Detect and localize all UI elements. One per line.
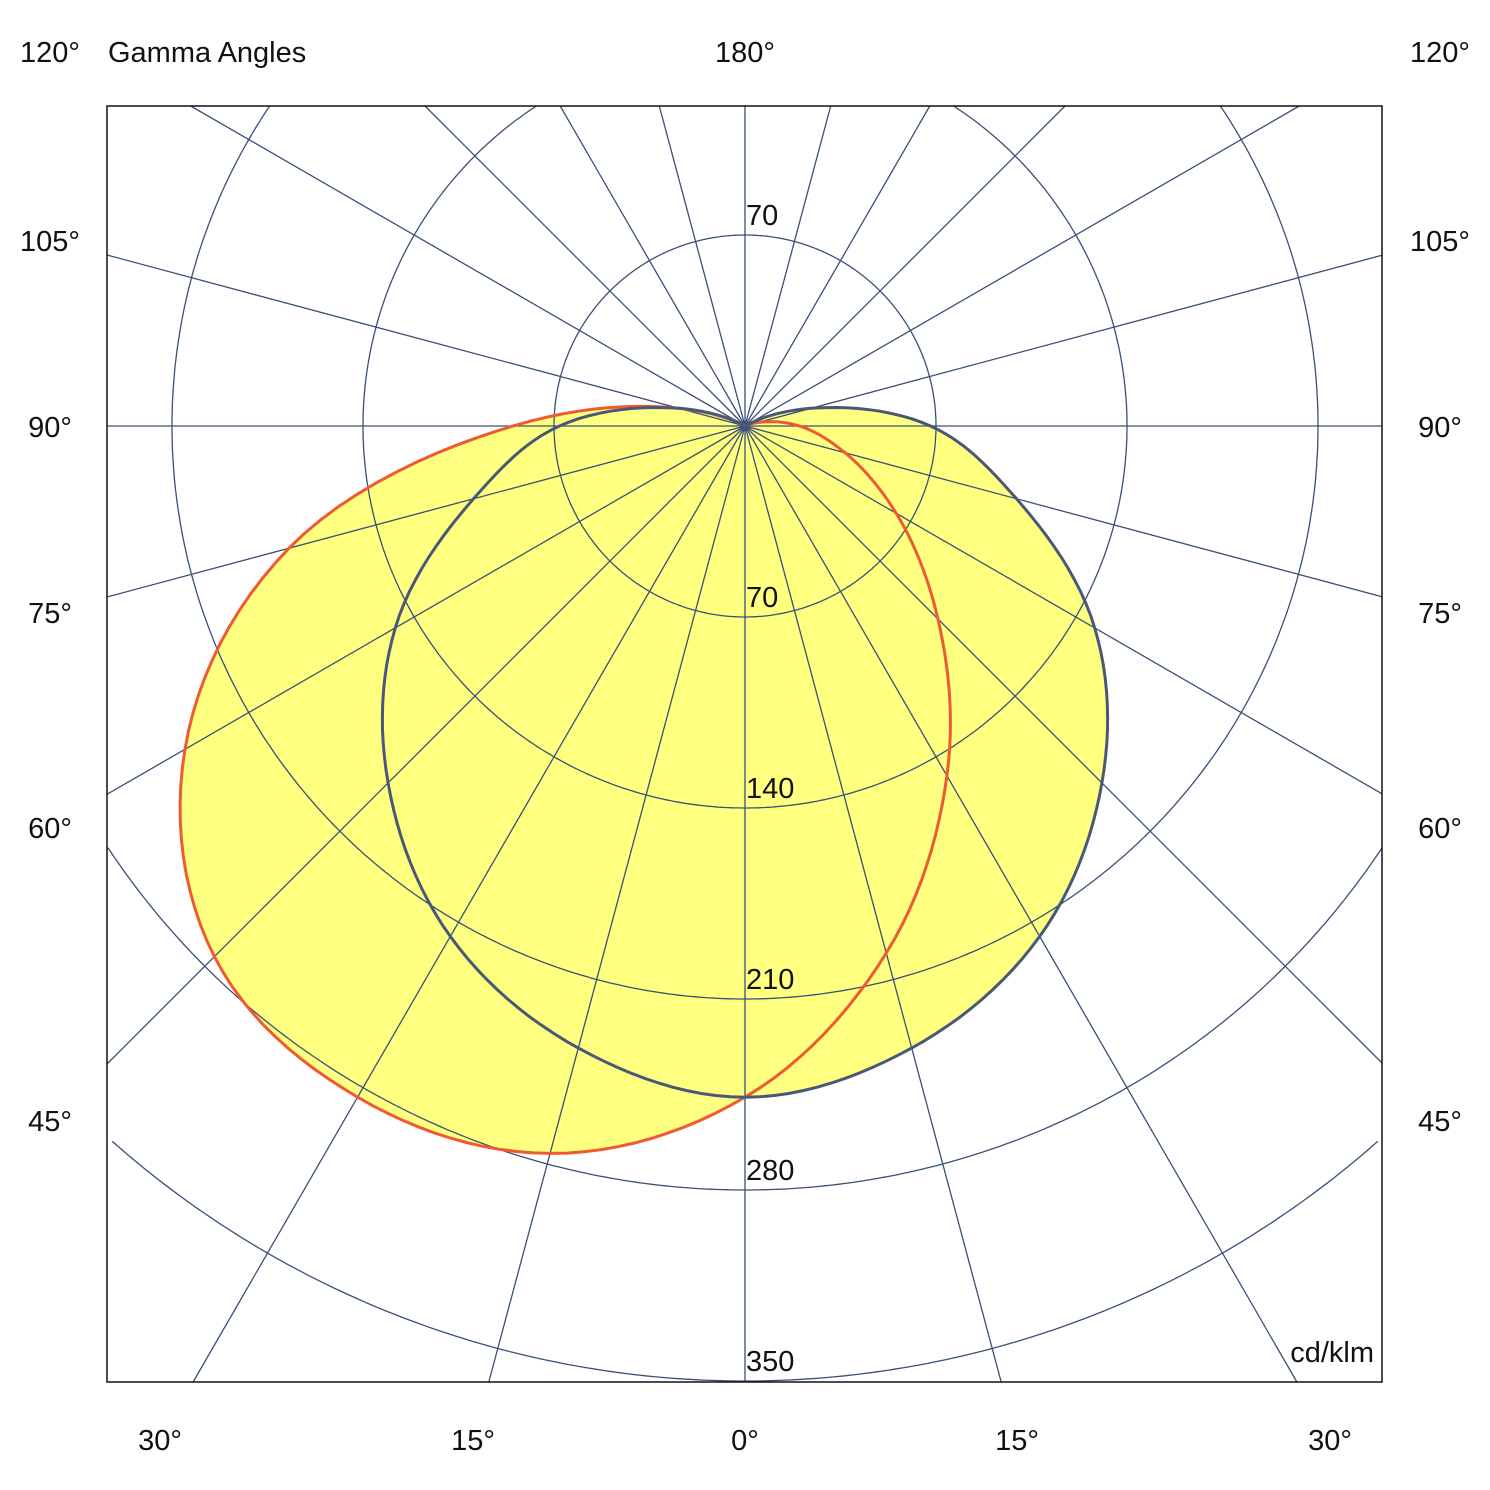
- grid-spoke: [106, 425, 746, 598]
- grid-spoke: [744, 425, 1383, 795]
- grid-circle: [171, 105, 1319, 1000]
- radial-tick-label: 350: [746, 1346, 794, 1378]
- grid-circle: [362, 105, 1128, 809]
- angle-label-right: 120°: [1410, 37, 1470, 69]
- radial-tick-label: 210: [746, 964, 794, 996]
- angle-label-right: 90°: [1418, 412, 1462, 444]
- grid-spoke: [106, 254, 746, 427]
- angle-label-left: 120°: [20, 37, 80, 69]
- angle-label-bottom: 15°: [995, 1425, 1039, 1457]
- polar-grid: [106, 105, 1383, 1383]
- curves: [178, 404, 1110, 1155]
- radial-tick-label: 70: [746, 200, 778, 232]
- grid-spoke: [744, 105, 931, 427]
- chart-title: Gamma Angles: [108, 37, 306, 69]
- grid-spoke: [192, 425, 746, 1383]
- angle-label-left: 75°: [28, 598, 72, 630]
- grid-spoke: [744, 254, 1383, 427]
- angle-label-bottom: 15°: [451, 1425, 495, 1457]
- radial-tick-label: 140: [746, 773, 794, 805]
- grid-spoke: [744, 105, 1066, 427]
- angle-label-right: 105°: [1410, 226, 1470, 258]
- grid-spoke: [744, 425, 1298, 1383]
- grid-spoke: [424, 105, 746, 427]
- radial-tick-label: 280: [746, 1155, 794, 1187]
- grid-spoke: [559, 105, 746, 427]
- angle-label-bottom: 0°: [731, 1425, 759, 1457]
- angle-label-right: 60°: [1418, 813, 1462, 845]
- angle-label-bottom: 30°: [1308, 1425, 1352, 1457]
- grid-circle: [107, 847, 1383, 1191]
- angle-label-left: 60°: [28, 813, 72, 845]
- grid-spoke: [658, 105, 746, 427]
- angle-label-right: 45°: [1418, 1106, 1462, 1138]
- curve-fills: [180, 406, 1108, 1154]
- angle-label-top: 180°: [715, 37, 775, 69]
- grid-spoke: [744, 105, 1300, 427]
- radial-tick-label: 70: [746, 582, 778, 614]
- angle-label-left: 105°: [20, 226, 80, 258]
- angle-label-bottom: 30°: [138, 1425, 182, 1457]
- grid-spoke: [744, 425, 1383, 1064]
- intensity-curve-1: [380, 405, 1110, 1099]
- angle-label-left: 90°: [28, 412, 72, 444]
- grid-spoke: [190, 105, 746, 427]
- grid-spoke: [106, 425, 746, 795]
- grid-spoke: [488, 425, 746, 1383]
- angle-label-right: 75°: [1418, 598, 1462, 630]
- grid-spoke: [744, 425, 1383, 598]
- unit-label: cd/klm: [1290, 1337, 1374, 1369]
- grid-circle: [111, 1140, 1379, 1382]
- grid-spoke: [744, 425, 1002, 1383]
- grid-spoke: [744, 105, 832, 427]
- angle-label-left: 45°: [28, 1106, 72, 1138]
- plot-frame: [106, 105, 1383, 1383]
